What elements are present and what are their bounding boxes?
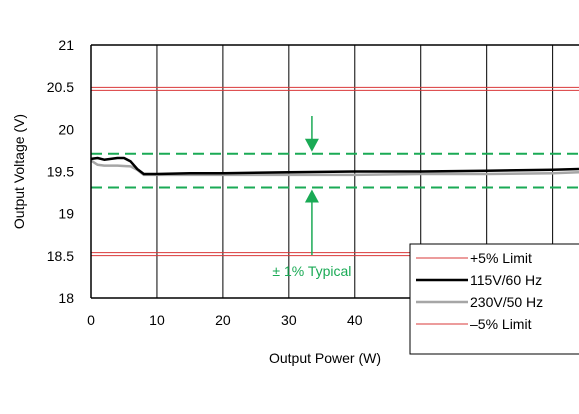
x-tick-label: 30 [281, 312, 297, 328]
y-tick-labels: 18 18.5 19 19.5 20 20.5 21 [47, 37, 74, 306]
legend-items: +5% Limit 115V/60 Hz 230V/50 Hz –5% Limit [416, 250, 543, 332]
y-tick-label: 18 [58, 290, 74, 306]
data-series [90, 156, 579, 177]
y-tick-label: 20 [58, 121, 74, 137]
series-line-115v [90, 156, 579, 176]
legend-label: 230V/50 Hz [470, 294, 543, 310]
y-axis-title: Output Voltage (V) [11, 114, 27, 229]
typical-band-label: ± 1% Typical [272, 263, 351, 279]
down-arrow-head [304, 138, 319, 152]
y-tick-label: 21 [58, 37, 74, 53]
legend: +5% Limit 115V/60 Hz 230V/50 Hz –5% Limit [409, 243, 579, 355]
x-tick-label: 0 [87, 312, 95, 328]
y-tick-label: 19 [58, 206, 74, 222]
legend-label: –5% Limit [470, 316, 532, 332]
legend-label: 115V/60 Hz [470, 272, 542, 288]
y-tick-label: 19.5 [47, 164, 74, 180]
y-tick-label: 18.5 [47, 248, 74, 264]
legend-label: +5% Limit [470, 250, 532, 266]
x-tick-label: 40 [347, 312, 363, 328]
x-tick-label: 20 [215, 312, 231, 328]
y-tick-label: 20.5 [47, 79, 74, 95]
typical-band [91, 116, 579, 255]
legend-box [409, 243, 579, 355]
x-tick-label: 10 [149, 312, 165, 328]
x-axis-title: Output Power (W) [269, 350, 381, 366]
up-arrow-head [304, 189, 319, 203]
